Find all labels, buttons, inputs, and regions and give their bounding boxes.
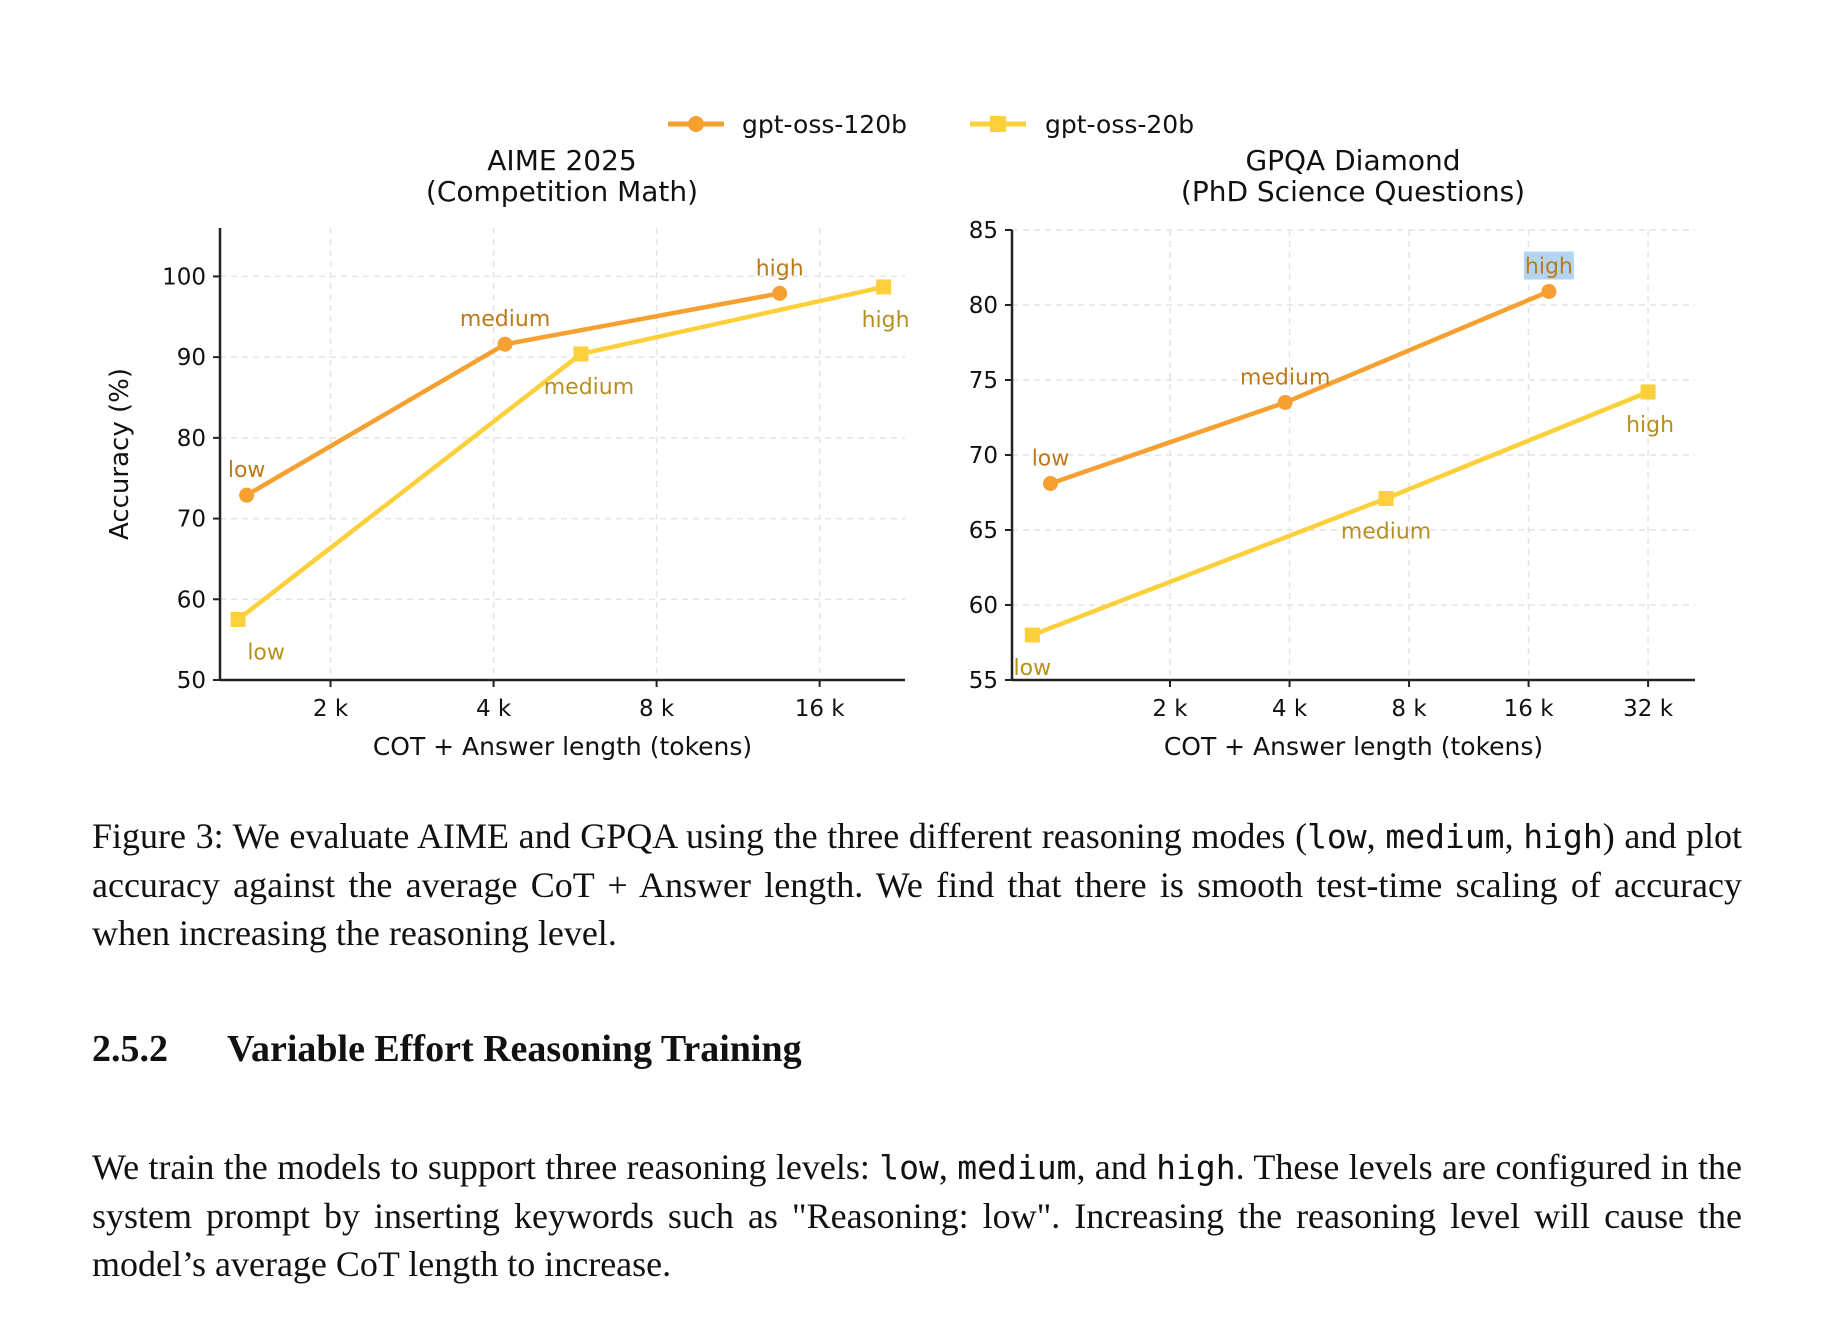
- data-label: high: [1626, 413, 1674, 438]
- data-label: high: [862, 308, 910, 333]
- data-point-square: [1640, 384, 1656, 400]
- x-tick-label: 16 k: [795, 696, 846, 722]
- x-tick-label: 32 k: [1623, 696, 1674, 722]
- caption-code-medium: medium: [1385, 817, 1505, 856]
- data-label: low: [1014, 656, 1052, 681]
- chart-subtitle: (PhD Science Questions): [1181, 175, 1525, 208]
- chart-title: GPQA Diamond: [1245, 144, 1460, 177]
- caption-code-high: high: [1523, 817, 1603, 856]
- label-highlight: [1523, 251, 1574, 280]
- data-label: low: [247, 640, 285, 665]
- figure-svg: gpt-oss-120b gpt-oss-20b AIME 2025(Competi…: [105, 110, 1695, 761]
- data-point-circle: [1277, 395, 1293, 410]
- data-point-square: [1378, 491, 1394, 506]
- legend-marker-circle: [688, 116, 704, 132]
- series-line-gpt-oss-20b: [236, 284, 885, 622]
- data-point-square: [1024, 627, 1040, 643]
- y-tick-label: 75: [969, 368, 998, 394]
- y-tick-label: 65: [969, 518, 998, 544]
- data-label: low: [228, 458, 266, 483]
- y-tick-label: 50: [177, 668, 206, 694]
- x-tick-label: 8 k: [639, 696, 675, 722]
- figure-3: gpt-oss-120b gpt-oss-20b AIME 2025 (Competi…: [105, 110, 1695, 761]
- paragraph-sep: , and: [1076, 1147, 1157, 1187]
- section-heading: 2.5.2 Variable Effort Reasoning Training: [92, 1027, 802, 1071]
- x-axis-label: COT + Answer length (tokens): [1164, 732, 1543, 761]
- x-tick-label: 2 k: [1152, 696, 1188, 722]
- section-title: Variable Effort Reasoning Training: [227, 1028, 802, 1070]
- chart-subtitle: (Competition Math): [426, 175, 698, 208]
- caption-sep: ,: [1504, 816, 1524, 856]
- caption-text: Figure 3: We evaluate AIME and GPQA usin…: [92, 816, 1308, 856]
- caption-text: ) and plot accuracy against the average …: [92, 816, 1743, 953]
- body-paragraph: We train the models to support three rea…: [92, 1143, 1742, 1288]
- y-tick-label: 80: [177, 426, 206, 452]
- caption-code-low: low: [1307, 817, 1367, 856]
- data-point-circle: [1042, 476, 1058, 491]
- y-tick-label: 70: [177, 507, 206, 533]
- y-tick-label: 85: [969, 218, 998, 244]
- x-tick-label: 4 k: [1272, 696, 1308, 722]
- data-label: low: [1032, 447, 1070, 472]
- data-label: medium: [1240, 366, 1330, 391]
- data-label: medium: [544, 375, 634, 400]
- paragraph-code-medium: medium: [957, 1148, 1077, 1187]
- x-tick-label: 16 k: [1504, 696, 1555, 722]
- y-tick-label: 60: [177, 587, 206, 613]
- data-label: medium: [460, 307, 550, 332]
- y-tick-label: 90: [177, 345, 206, 371]
- legend-label: gpt-oss-120b: [742, 110, 907, 139]
- x-tick-label: 2 k: [313, 696, 349, 722]
- y-tick-label: 100: [162, 264, 206, 290]
- data-point-circle: [497, 336, 513, 352]
- y-tick-label: 70: [969, 443, 998, 469]
- data-point-circle: [1541, 284, 1557, 299]
- x-tick-label: 4 k: [476, 696, 512, 722]
- paragraph-code-low: low: [879, 1148, 939, 1187]
- paragraph-text: . These levels are configured in the sys…: [92, 1147, 1743, 1284]
- y-tick-label: 60: [969, 593, 998, 619]
- caption-sep: ,: [1366, 816, 1386, 856]
- paragraph-sep: ,: [938, 1147, 958, 1187]
- data-point-square: [230, 611, 246, 627]
- x-tick-label: 8 k: [1391, 696, 1427, 722]
- legend-label: gpt-oss-20b: [1045, 110, 1194, 139]
- data-point-circle: [239, 487, 255, 503]
- data-point-circle: [772, 285, 788, 301]
- y-axis-label: Accuracy (%): [105, 368, 135, 540]
- section-number: 2.5.2: [92, 1028, 168, 1070]
- data-label: medium: [1341, 520, 1431, 545]
- paragraph-text: We train the models to support three rea…: [92, 1147, 880, 1187]
- chart-title: AIME 2025: [487, 144, 636, 177]
- series-line-gpt-oss-20b: [1031, 389, 1649, 638]
- data-point-square: [573, 346, 589, 362]
- paragraph-code-high: high: [1156, 1148, 1236, 1187]
- legend-marker-square: [990, 116, 1006, 132]
- y-tick-label: 55: [969, 668, 998, 694]
- data-point-square: [876, 279, 892, 295]
- figure-caption: Figure 3: We evaluate AIME and GPQA usin…: [92, 812, 1742, 957]
- y-tick-label: 80: [969, 293, 998, 319]
- x-axis-label: COT + Answer length (tokens): [373, 732, 752, 761]
- data-label: high: [1525, 255, 1573, 280]
- data-label: high: [756, 256, 804, 281]
